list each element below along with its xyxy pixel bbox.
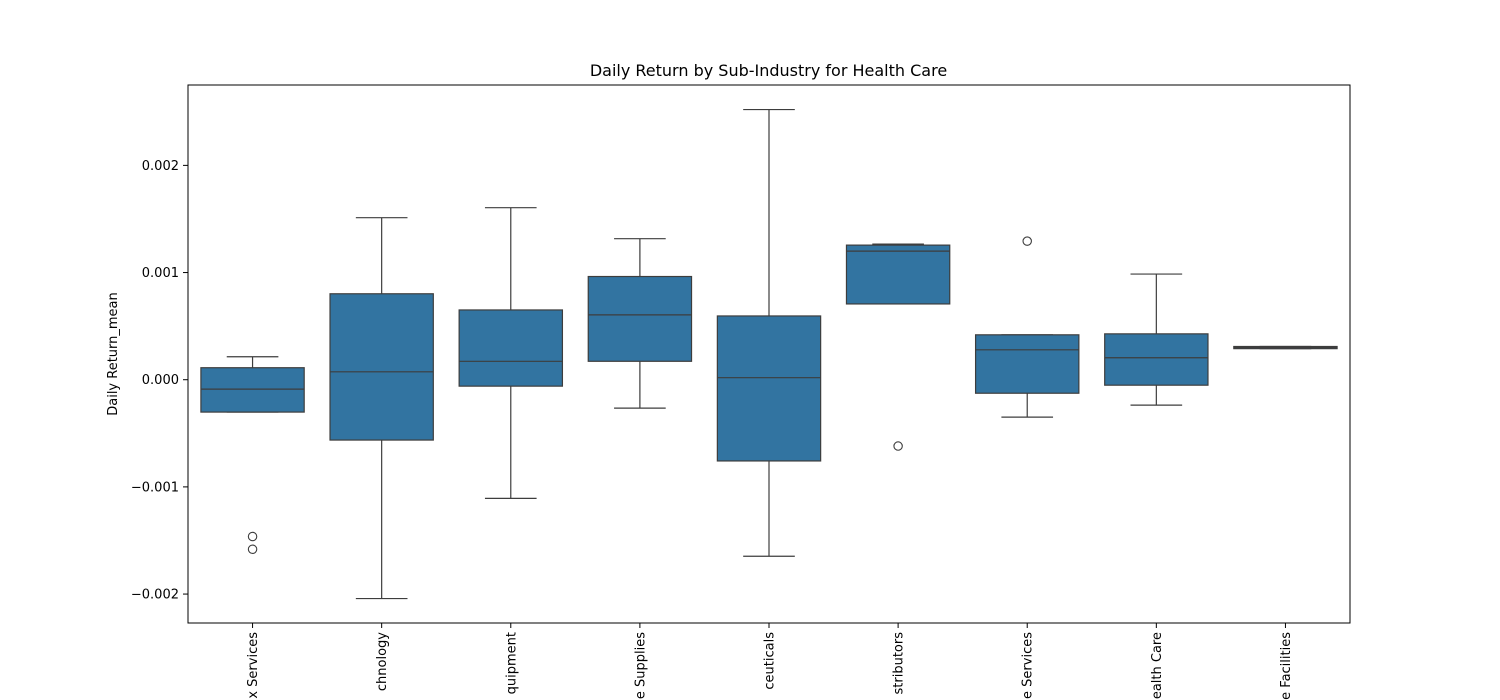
x-tick-label: e Services	[1021, 632, 1036, 699]
box-3	[458, 309, 564, 387]
outlier-point	[1022, 236, 1032, 246]
plot-area: −0.002 −0.001 0.000 0.001 0.002 x Services chn…	[131, 84, 1351, 700]
x-tick-label: quipment	[504, 632, 519, 694]
box-6	[845, 244, 951, 305]
chart-title: Daily Return by Sub-Industry for Health …	[590, 61, 947, 80]
box-7	[974, 334, 1080, 394]
axes-frame	[187, 84, 1351, 624]
x-tick-label: x Services	[246, 632, 261, 699]
box-1	[200, 367, 305, 413]
x-tick-label: stributors	[892, 632, 907, 695]
x-tick-label: e Facilities	[1279, 632, 1294, 700]
y-tick-label: −0.002	[131, 588, 179, 603]
y-tick-label: 0.000	[142, 373, 179, 388]
y-tick-label: −0.001	[131, 480, 179, 495]
x-tick-label: ealth Care	[1150, 632, 1165, 699]
x-tick-label: ceuticals	[763, 632, 778, 690]
y-tick-label: 0.001	[142, 266, 179, 281]
y-axis-label: Daily Return_mean	[106, 292, 121, 416]
x-tick-label: e Supplies	[633, 632, 648, 699]
y-tick-label: 0.002	[142, 159, 179, 174]
box-5	[716, 315, 822, 462]
x-tick-label: chnology	[375, 632, 390, 691]
outlier-point	[893, 441, 903, 451]
outlier-point	[247, 531, 258, 542]
box-8	[1104, 333, 1209, 386]
box-2	[329, 293, 434, 441]
outlier-point	[247, 544, 258, 555]
box-4	[587, 275, 693, 362]
